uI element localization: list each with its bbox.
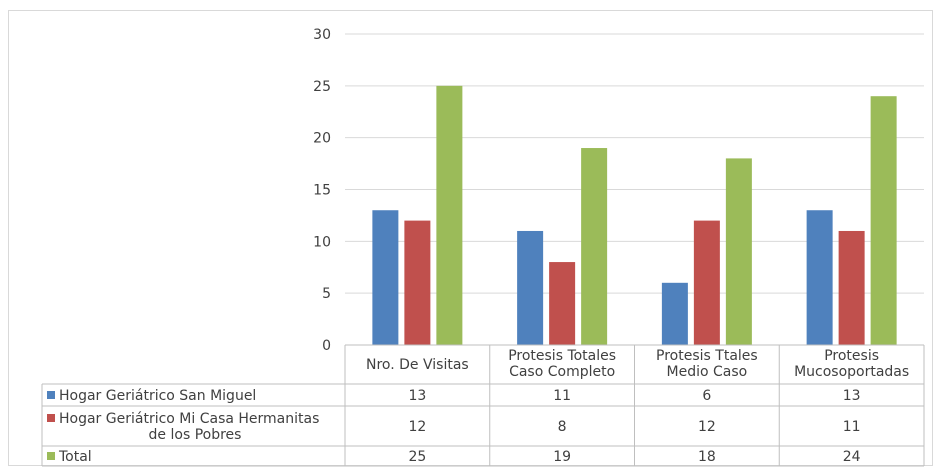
category-label: Protesis Totales [508,348,616,364]
data-table-value: 6 [702,388,711,404]
legend-label: de los Pobres [149,427,242,443]
bar [549,262,575,345]
legend-key [47,414,55,422]
category-label: Mucosoportadas [794,364,909,380]
bar [436,86,462,345]
data-table-value: 12 [698,419,716,435]
legend-label: Total [58,449,92,465]
bar [662,283,688,345]
bar [372,210,398,345]
data-table-value: 12 [408,419,426,435]
y-tick-label: 10 [313,234,331,250]
legend-key [47,391,55,399]
category-label: Nro. De Visitas [366,357,469,373]
data-table-value: 18 [698,449,716,465]
y-tick-label: 30 [313,27,331,43]
bar [839,231,865,345]
y-tick-label: 15 [313,183,331,199]
y-tick-label: 0 [322,338,331,354]
data-table-value: 11 [553,388,571,404]
legend-key [47,452,55,460]
data-table-value: 8 [558,419,567,435]
bar [517,231,543,345]
category-label: Protesis Ttales [656,348,758,364]
bar [694,221,720,345]
data-table-value: 13 [843,388,861,404]
y-tick-label: 20 [313,131,331,147]
data-table-value: 13 [408,388,426,404]
category-label: Caso Completo [509,364,615,380]
legend-label: Hogar Geriátrico Mi Casa Hermanitas [59,411,319,427]
bar [726,158,752,345]
y-tick-label: 25 [313,79,331,95]
data-table-value: 19 [553,449,571,465]
bar [871,96,897,345]
bar [404,221,430,345]
category-label: Medio Caso [667,364,748,380]
bar [807,210,833,345]
category-label: Protesis [824,348,879,364]
data-table-value: 11 [843,419,861,435]
legend-label: Hogar Geriátrico San Miguel [59,388,256,404]
data-table-value: 25 [408,449,426,465]
data-table-value: 24 [843,449,861,465]
y-tick-label: 5 [322,286,331,302]
bar [581,148,607,345]
